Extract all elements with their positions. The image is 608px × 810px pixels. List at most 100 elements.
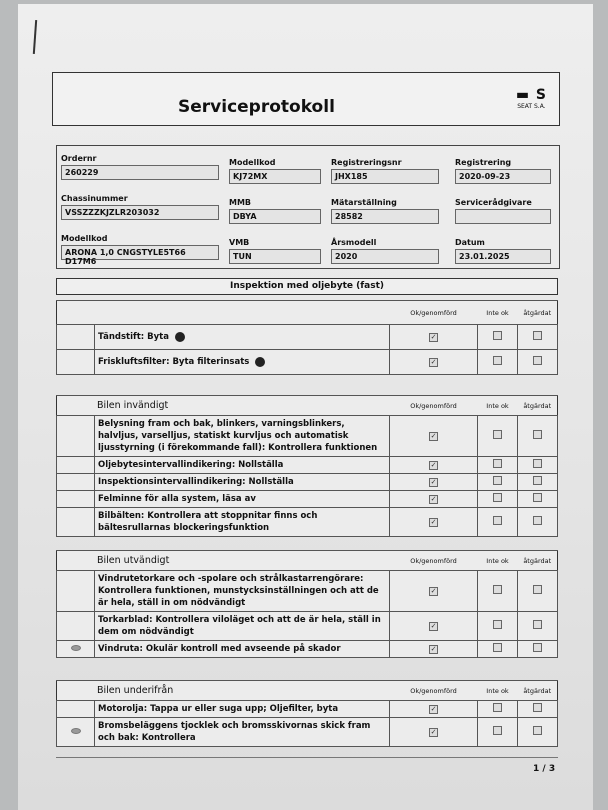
- fixed-checkbox[interactable]: [533, 516, 542, 525]
- field-value[interactable]: 2020: [331, 249, 439, 264]
- table-row: Belysning fram och bak, blinkers, varnin…: [56, 415, 558, 457]
- fixed-checkbox[interactable]: [533, 331, 542, 340]
- fixed-checkbox[interactable]: [533, 493, 542, 502]
- field: Modellkod KJ72MX: [229, 158, 321, 184]
- row-label: Bilbälten: Kontrollera att stoppnitar fi…: [98, 511, 318, 533]
- fixed-checkbox[interactable]: [533, 476, 542, 485]
- not-ok-checkbox[interactable]: [493, 620, 502, 629]
- fixed-checkbox[interactable]: [533, 459, 542, 468]
- field: Chassinummer VSSZZZKJZLR203032: [61, 194, 219, 220]
- field-value[interactable]: TUN: [229, 249, 321, 264]
- row-text: Belysning fram och bak, blinkers, varnin…: [94, 415, 390, 457]
- row-text: Vindrutetorkare och -spolare och strålka…: [94, 570, 390, 612]
- not-ok-checkbox[interactable]: [493, 516, 502, 525]
- not-ok-checkbox[interactable]: [493, 703, 502, 712]
- field: Modellkod ARONA 1,0 CNGSTYLE5T66 D17M6: [61, 234, 219, 266]
- ok-checkbox[interactable]: ✓: [429, 518, 438, 527]
- not-ok-checkbox[interactable]: [493, 331, 502, 340]
- table-header: Bilen underifrån Ok/genomförd Inte ok åtgär…: [56, 680, 558, 701]
- field-label: Servicerådgivare: [455, 198, 532, 207]
- field-value[interactable]: DBYA: [229, 209, 321, 224]
- fixed-checkbox[interactable]: [533, 620, 542, 629]
- field-label: Ordernr: [61, 154, 97, 163]
- eye-icon: [70, 645, 81, 651]
- ok-checkbox[interactable]: ✓: [429, 432, 438, 441]
- document-header: Serviceprotokoll ▬ S SEAT S.A.: [52, 72, 560, 126]
- field: Ordernr 260229: [61, 154, 219, 180]
- row-label: Oljebytesintervallindikering: Nollställa: [98, 460, 284, 470]
- table-row: Vindrutetorkare och -spolare och strålka…: [56, 570, 558, 612]
- checklist-table: Bilen utvändigt Ok/genomförd Inte ok åtgärd…: [56, 550, 558, 658]
- ok-checkbox[interactable]: ✓: [429, 622, 438, 631]
- row-text: Inspektionsintervallindikering: Nollstäl…: [94, 473, 390, 491]
- field-value[interactable]: 28582: [331, 209, 439, 224]
- ok-checkbox[interactable]: ✓: [429, 705, 438, 714]
- field-value[interactable]: ARONA 1,0 CNGSTYLE5T66 D17M6: [61, 245, 219, 266]
- row-icon-cell: [56, 456, 95, 474]
- field-label: Modellkod: [61, 234, 108, 243]
- field: VMB TUN: [229, 238, 321, 264]
- field-label: Registreringsnr: [331, 158, 402, 167]
- section-title: Inspektion med oljebyte (fast): [56, 278, 558, 295]
- table-row: Oljebytesintervallindikering: Nollställa…: [56, 456, 558, 474]
- row-label: Inspektionsintervallindikering: Nollstäl…: [98, 477, 294, 487]
- ok-checkbox[interactable]: ✓: [429, 478, 438, 487]
- table-row: Torkarblad: Kontrollera viloläget och at…: [56, 611, 558, 641]
- ok-checkbox[interactable]: ✓: [429, 358, 438, 367]
- ok-checkbox[interactable]: ✓: [429, 495, 438, 504]
- field-value[interactable]: VSSZZZKJZLR203032: [61, 205, 219, 220]
- seat-logo-icon: ▬ S: [515, 87, 547, 103]
- row-label: Motorolja: Tappa ur eller suga upp; Olje…: [98, 704, 339, 714]
- fixed-checkbox[interactable]: [533, 703, 542, 712]
- field-value[interactable]: 260229: [61, 165, 219, 180]
- fixed-checkbox[interactable]: [533, 726, 542, 735]
- row-label: Belysning fram och bak, blinkers, varnin…: [98, 419, 378, 453]
- field-value[interactable]: JHX185: [331, 169, 439, 184]
- not-ok-checkbox[interactable]: [493, 726, 502, 735]
- field-label: MMB: [229, 198, 252, 207]
- table-name: Bilen underifrån: [56, 680, 390, 701]
- field-value[interactable]: 23.01.2025: [455, 249, 551, 264]
- ok-checkbox[interactable]: ✓: [429, 645, 438, 654]
- field-label: Chassinummer: [61, 194, 128, 203]
- ok-checkbox[interactable]: ✓: [429, 333, 438, 342]
- row-icon-cell: [56, 570, 95, 612]
- not-ok-checkbox[interactable]: [493, 356, 502, 365]
- checklist-table: Bilen underifrån Ok/genomförd Inte ok åtgär…: [56, 680, 558, 747]
- row-text: Torkarblad: Kontrollera viloläget och at…: [94, 611, 390, 641]
- ok-checkbox[interactable]: ✓: [429, 587, 438, 596]
- table-name: Bilen invändigt: [56, 395, 390, 416]
- row-text: Bromsbeläggens tjocklek och bromsskivorn…: [94, 717, 390, 747]
- fixed-checkbox[interactable]: [533, 643, 542, 652]
- footer-divider: [56, 757, 558, 758]
- field-value[interactable]: 2020-09-23: [455, 169, 551, 184]
- row-icon-cell: [56, 473, 95, 491]
- field: MMB DBYA: [229, 198, 321, 224]
- row-label: Tändstift: Byta: [98, 332, 169, 342]
- field: Årsmodell 2020: [331, 238, 439, 264]
- not-ok-checkbox[interactable]: [493, 493, 502, 502]
- row-label: Vindrutetorkare och -spolare och strålka…: [98, 574, 379, 608]
- logo-text: SEAT S.A.: [517, 103, 546, 110]
- row-label: Vindruta: Okulär kontroll med avseende p…: [98, 644, 341, 654]
- ok-checkbox[interactable]: ✓: [429, 461, 438, 470]
- not-ok-checkbox[interactable]: [493, 430, 502, 439]
- not-ok-checkbox[interactable]: [493, 585, 502, 594]
- field-value[interactable]: KJ72MX: [229, 169, 321, 184]
- checklist-table: Bilen invändigt Ok/genomförd Inte ok åtgärd…: [56, 395, 558, 537]
- not-ok-checkbox[interactable]: [493, 476, 502, 485]
- field-label: Modellkod: [229, 158, 276, 167]
- not-ok-checkbox[interactable]: [493, 643, 502, 652]
- table-header: Ok/genomförd Inte ok åtgärdat: [56, 300, 558, 325]
- fixed-checkbox[interactable]: [533, 430, 542, 439]
- field: Servicerådgivare: [455, 198, 551, 224]
- row-text: Motorolja: Tappa ur eller suga upp; Olje…: [94, 700, 390, 718]
- row-label: Felminne för alla system, läsa av: [98, 494, 256, 504]
- fixed-checkbox[interactable]: [533, 585, 542, 594]
- row-label: Friskluftsfilter: Byta filterinsats: [98, 357, 250, 367]
- fixed-checkbox[interactable]: [533, 356, 542, 365]
- not-ok-checkbox[interactable]: [493, 459, 502, 468]
- table-header: Bilen utvändigt Ok/genomförd Inte ok åtgärd…: [56, 550, 558, 571]
- ok-checkbox[interactable]: ✓: [429, 728, 438, 737]
- field-value[interactable]: [455, 209, 551, 224]
